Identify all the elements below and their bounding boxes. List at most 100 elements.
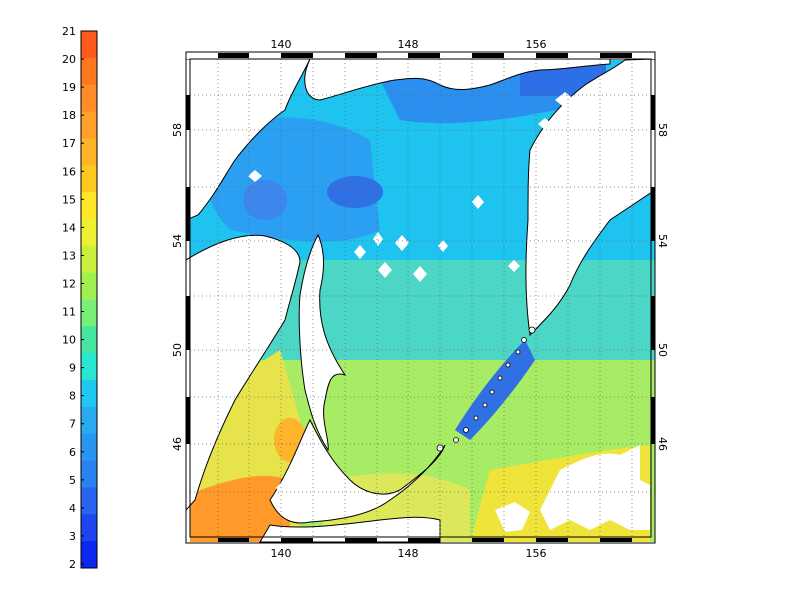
colorbar-label: 16	[62, 165, 76, 178]
colorbar-labels: 21 20 19 18 17 16 15 14 13 12 11 10 9 8 7 6 5 4 3 2	[62, 25, 84, 571]
right-label-46: 46	[656, 437, 669, 451]
right-label-54: 54	[656, 234, 669, 248]
colorbar-label: 9	[69, 362, 76, 375]
colorbar-label: 7	[69, 418, 76, 431]
map-frame-ticks	[186, 53, 655, 542]
colorbar-cell	[81, 299, 97, 327]
ocean-patch-northwest	[200, 117, 380, 242]
colorbar-label: 8	[69, 390, 76, 403]
frame-segment	[472, 538, 504, 542]
colorbar-cell	[81, 514, 97, 542]
frame-segment	[408, 53, 440, 58]
colorbar-cell	[81, 272, 97, 300]
colorbar-label: 2	[69, 558, 76, 571]
bottom-label-148: 148	[398, 547, 419, 560]
frame-segment	[536, 538, 568, 542]
frame-segment	[281, 538, 313, 542]
colorbar-label: 3	[69, 530, 76, 543]
colorbar-label: 4	[69, 502, 76, 515]
colorbar-label: 17	[62, 137, 76, 150]
map-grid	[190, 59, 651, 537]
colorbar-label: 5	[69, 474, 76, 487]
bottom-label-140: 140	[271, 547, 292, 560]
land-sakhalin	[298, 233, 347, 452]
colorbar-cell	[81, 31, 97, 59]
colorbar-label: 21	[62, 25, 76, 38]
ocean-patch-deep-2	[243, 180, 287, 220]
colorbar-cell	[81, 433, 97, 462]
frame-segment	[186, 296, 190, 350]
left-label-58: 58	[171, 123, 184, 137]
top-axis-labels: 140 148 156	[271, 38, 547, 51]
colorbar-cell	[81, 192, 97, 220]
data-gap-6	[438, 240, 448, 252]
land-kamchatka	[525, 59, 655, 337]
colorbar-frame	[80, 30, 98, 569]
frame-segment	[281, 53, 313, 58]
colorbar-label: 15	[62, 193, 76, 206]
top-label-148: 148	[398, 38, 419, 51]
colorbar-label: 19	[62, 81, 76, 94]
ocean-patch-deep-1	[327, 176, 383, 208]
colorbar-label: 14	[62, 221, 76, 234]
frame-segment	[651, 95, 655, 130]
left-label-54: 54	[171, 234, 184, 248]
colorbar-cell	[81, 541, 97, 569]
colorbar-cell	[81, 218, 97, 247]
frame-segment	[186, 95, 190, 130]
frame-segment	[186, 397, 190, 444]
frame-segment	[472, 53, 504, 58]
land-hokkaido	[269, 418, 446, 524]
frame-segment	[651, 296, 655, 350]
colorbar-cells	[80, 30, 98, 569]
frame-segment	[651, 397, 655, 444]
left-axis-labels: 58 54 50 46	[171, 123, 184, 451]
data-gap-9	[508, 260, 520, 272]
land-north-coast	[304, 59, 611, 101]
colorbar-label: 10	[62, 334, 76, 347]
colorbar-cell	[81, 165, 97, 193]
colorbar-cell	[81, 111, 97, 139]
frame-segment	[345, 53, 377, 58]
frame-segment	[536, 53, 568, 58]
colorbar-cell	[81, 326, 97, 354]
colorbar-cell	[81, 406, 97, 435]
colorbar-label: 13	[62, 249, 76, 262]
frame-segment	[408, 538, 440, 542]
top-label-156: 156	[526, 38, 547, 51]
colorbar-label: 6	[69, 446, 76, 459]
colorbar-label: 20	[62, 53, 76, 66]
data-gap-southeast-2	[495, 502, 530, 532]
top-label-140: 140	[271, 38, 292, 51]
colorbar-cell	[81, 380, 97, 408]
frame-segment	[651, 187, 655, 241]
bottom-axis-labels: 140 148 156	[271, 547, 547, 560]
data-gap-1	[248, 170, 262, 182]
left-label-50: 50	[171, 343, 184, 357]
colorbar-cell	[81, 460, 97, 488]
data-gap-2	[472, 195, 484, 209]
colorbar-label: 18	[62, 109, 76, 122]
colorbar-cell	[81, 353, 97, 381]
left-label-46: 46	[171, 437, 184, 451]
bottom-label-156: 156	[526, 547, 547, 560]
frame-segment	[218, 53, 249, 58]
frame-segment	[218, 538, 249, 542]
frame-segment	[345, 538, 377, 542]
colorbar-cell	[81, 84, 97, 113]
data-gap-12	[538, 118, 552, 130]
colorbar-cell	[81, 138, 97, 166]
ocean-patch-orange-west	[190, 475, 290, 542]
data-gap-3	[354, 245, 366, 259]
ocean-patch-kuril	[455, 340, 535, 440]
data-gap-southeast	[540, 445, 650, 530]
land-hokkaido-south	[259, 516, 441, 543]
frame-segment	[600, 538, 632, 542]
data-gap-7	[378, 262, 392, 278]
colorbar-cell	[81, 57, 97, 86]
ocean-field	[186, 59, 655, 543]
data-gap-11	[555, 92, 575, 108]
frame-segment	[186, 187, 190, 241]
colorbar-cell	[81, 245, 97, 274]
